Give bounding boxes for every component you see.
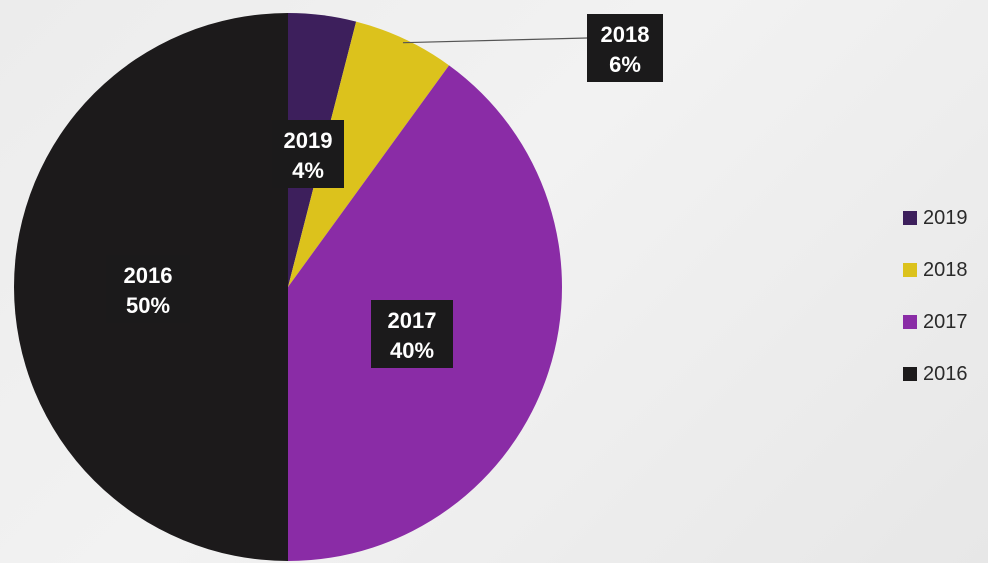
data-label-value-2018: 6% (609, 52, 641, 77)
legend-swatch-2016 (903, 367, 917, 381)
legend-label-2016: 2016 (923, 362, 968, 385)
pie-slices (14, 13, 562, 561)
data-label-category-2017: 2017 (388, 308, 437, 333)
leader-line-2018 (402, 37, 588, 44)
legend-swatch-2019 (903, 211, 917, 225)
data-label-category-2019: 2019 (284, 128, 333, 153)
data-label-box-2016 (106, 255, 190, 323)
legend-swatch-2017 (903, 315, 917, 329)
legend-item-2016: 2016 (903, 360, 983, 388)
data-label-2019: 2019 4% (272, 120, 344, 188)
legend-label-2019: 2019 (923, 206, 968, 229)
data-label-2016: 2016 50% (106, 255, 190, 323)
legend-item-2017: 2017 (903, 308, 983, 336)
chart-legend: 2019 2018 2017 2016 (903, 204, 983, 412)
legend-swatch-2018 (903, 263, 917, 277)
data-label-category-2018: 2018 (601, 22, 650, 47)
data-label-box-2017 (371, 300, 453, 368)
data-label-value-2019: 4% (292, 158, 324, 183)
data-label-value-2016: 50% (126, 293, 170, 318)
data-label-2017: 2017 40% (371, 300, 453, 368)
data-label-category-2016: 2016 (124, 263, 173, 288)
data-label-value-2017: 40% (390, 338, 434, 363)
legend-label-2018: 2018 (923, 258, 968, 281)
leader-lines (402, 37, 588, 44)
data-label-2018: 2018 6% (587, 14, 663, 82)
legend-label-2017: 2017 (923, 310, 968, 333)
data-labels: 2019 4% 2018 6% 2017 40% 2016 50% (106, 14, 663, 368)
data-label-box-2018 (587, 14, 663, 82)
data-label-box-2019 (272, 120, 344, 188)
pie-slice-2018 (288, 21, 450, 287)
legend-item-2018: 2018 (903, 256, 983, 284)
legend-item-2019: 2019 (903, 204, 983, 232)
